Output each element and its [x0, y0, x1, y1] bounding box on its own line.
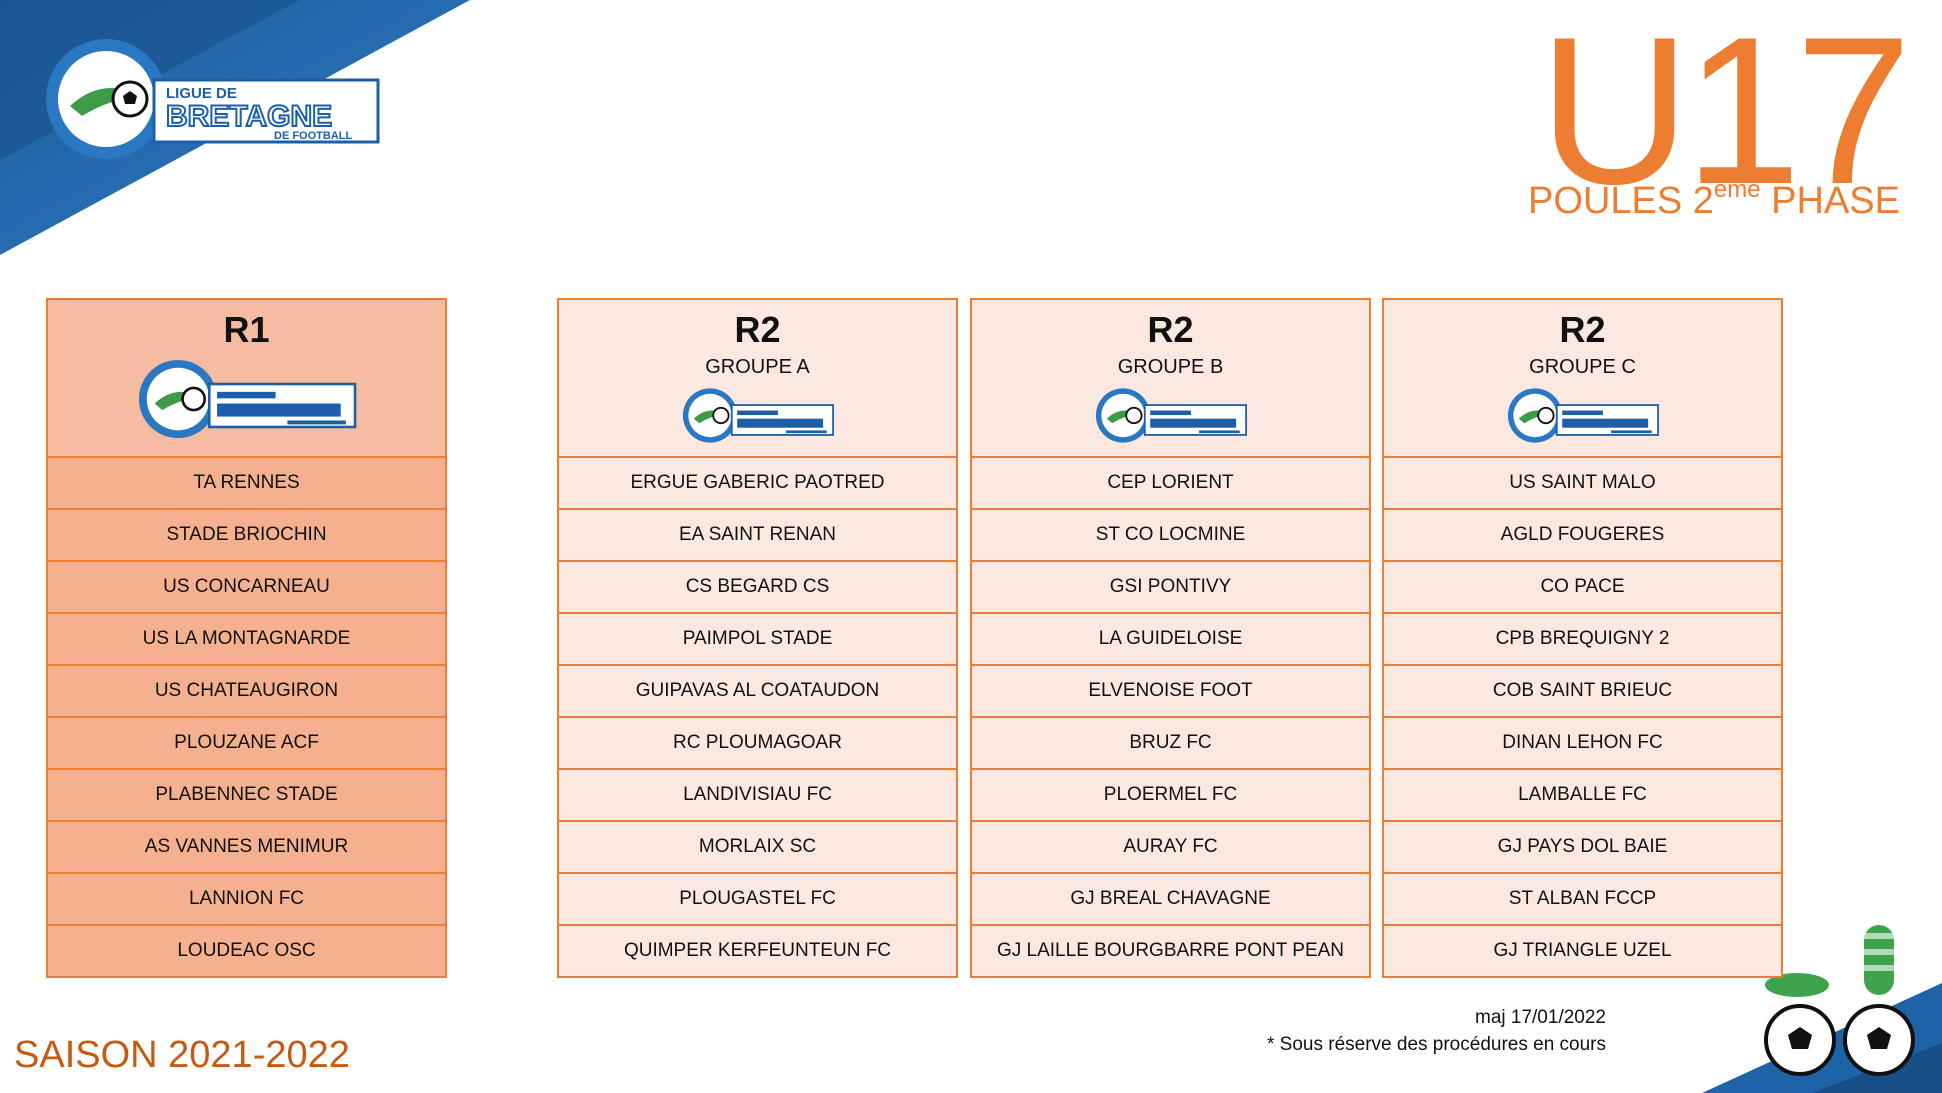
ligue-bretagne-logo-small [1095, 388, 1247, 443]
ligue-bretagne-logo-small [682, 388, 834, 443]
reserve-note: * Sous réserve des procédures en cours [1266, 1034, 1606, 1055]
group-title: R2 [734, 309, 781, 350]
group-r2-b: R2 GROUPE B CEP LORIENT ST CO LOCMINE GSI PO… [970, 298, 1371, 978]
team-row: US CHATEAUGIRON [46, 666, 447, 718]
team-row: AURAY FC [970, 822, 1371, 874]
team-row: GJ BREAL CHAVAGNE [970, 874, 1371, 926]
team-row: TA RENNES [46, 458, 447, 510]
group-title: R2 [1147, 309, 1194, 350]
team-row: GSI PONTIVY [970, 562, 1371, 614]
phase-subtitle: POULES 2ème PHASE [1528, 176, 1900, 222]
team-row: PAIMPOL STADE [557, 614, 958, 666]
team-row: US SAINT MALO [1382, 458, 1783, 510]
team-row: CPB BREQUIGNY 2 [1382, 614, 1783, 666]
team-row: LAMBALLE FC [1382, 770, 1783, 822]
team-row: LA GUIDELOISE [970, 614, 1371, 666]
group-subtitle: GROUPE B [1117, 356, 1224, 378]
team-row: CO PACE [1382, 562, 1783, 614]
group-header: R1 [46, 298, 447, 458]
team-row: LOUDEAC OSC [46, 926, 447, 978]
group-title: R1 [223, 309, 270, 350]
team-row: MORLAIX SC [557, 822, 958, 874]
team-row: GJ LAILLE BOURGBARRE PONT PEAN [970, 926, 1371, 978]
group-header: R2 GROUPE C [1382, 298, 1783, 458]
group-r1: R1 TA RENNES STADE BRIOCHIN US CONCARNEAU US… [46, 298, 447, 978]
team-row: GJ TRIANGLE UZEL [1382, 926, 1783, 978]
team-row: DINAN LEHON FC [1382, 718, 1783, 770]
team-row: PLABENNEC STADE [46, 770, 447, 822]
ligue-bretagne-logo: LIGUE DE BRETAGNE DE FOOTBALL [46, 39, 380, 159]
team-row: US LA MONTAGNARDE [46, 614, 447, 666]
team-row: AGLD FOUGERES [1382, 510, 1783, 562]
team-row: ERGUE GABERIC PAOTRED [557, 458, 958, 510]
team-row: LANDIVISIAU FC [557, 770, 958, 822]
svg-text:LIGUE DE: LIGUE DE [166, 85, 237, 102]
team-row: PLOUZANE ACF [46, 718, 447, 770]
update-note: maj 17/01/2022 * Sous réserve des procéd… [1267, 1004, 1606, 1058]
svg-text:BRETAGNE: BRETAGNE [166, 100, 332, 133]
team-row: ST CO LOCMINE [970, 510, 1371, 562]
team-row: BRUZ FC [970, 718, 1371, 770]
mascot-icon [1764, 925, 1915, 1076]
team-row: QUIMPER KERFEUNTEUN FC [557, 926, 958, 978]
team-row: RC PLOUMAGOAR [557, 718, 958, 770]
team-row: EA SAINT RENAN [557, 510, 958, 562]
team-row: COB SAINT BRIEUC [1382, 666, 1783, 718]
team-row: LANNION FC [46, 874, 447, 926]
team-row: GJ PAYS DOL BAIE [1382, 822, 1783, 874]
svg-text:DE FOOTBALL: DE FOOTBALL [274, 130, 352, 142]
ligue-bretagne-logo-small [138, 359, 356, 439]
group-subtitle: GROUPE A [705, 356, 810, 378]
ligue-bretagne-logo-small [1507, 388, 1659, 443]
group-r2-a: R2 GROUPE A ERGUE GABERIC PAOTRED EA SAINT … [557, 298, 958, 978]
team-row: GUIPAVAS AL COATAUDON [557, 666, 958, 718]
group-title: R2 [1559, 309, 1606, 350]
corner-decoration-bottom-right [1702, 925, 1942, 1093]
team-row: ST ALBAN FCCP [1382, 874, 1783, 926]
group-r2-c: R2 GROUPE C US SAINT MALO AGLD FOUGERES CO P… [1382, 298, 1783, 978]
group-header: R2 GROUPE B [970, 298, 1371, 458]
team-row: CEP LORIENT [970, 458, 1371, 510]
update-date: maj 17/01/2022 [1475, 1007, 1606, 1028]
team-row: PLOERMEL FC [970, 770, 1371, 822]
group-header: R2 GROUPE A [557, 298, 958, 458]
team-row: STADE BRIOCHIN [46, 510, 447, 562]
team-row: PLOUGASTEL FC [557, 874, 958, 926]
team-row: AS VANNES MENIMUR [46, 822, 447, 874]
group-subtitle: GROUPE C [1529, 356, 1636, 378]
team-row: CS BEGARD CS [557, 562, 958, 614]
team-row: ELVENOISE FOOT [970, 666, 1371, 718]
season-label: SAISON 2021-2022 [14, 1034, 350, 1076]
category-title: U17 [1538, 0, 1912, 228]
team-row: US CONCARNEAU [46, 562, 447, 614]
